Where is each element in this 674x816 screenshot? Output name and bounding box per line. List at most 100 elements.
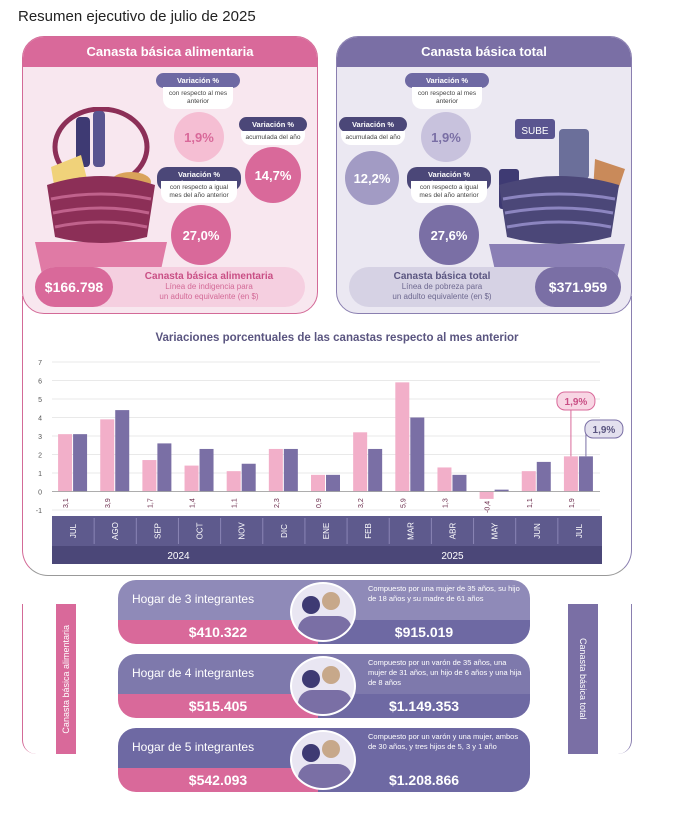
bar-cbt	[494, 489, 509, 492]
bar-cbt	[73, 434, 88, 492]
household-label: Hogar de 3 integrantes	[132, 592, 255, 606]
cbt-mensual-circle: 1,9%	[421, 112, 471, 162]
value-label-cba: 1,1	[232, 498, 239, 508]
value-label-cba: 1,7	[147, 498, 154, 508]
y-tick-label: 0	[38, 490, 42, 497]
side-label-cba-text: Canasta básica alimentaria	[61, 624, 71, 734]
family-illustration-icon	[290, 656, 356, 716]
value-label-cba: 1,1	[527, 498, 534, 508]
value-label-cba: 1,9	[569, 498, 576, 508]
y-tick-label: 2	[38, 453, 42, 460]
x-tick-label: MAR	[406, 522, 415, 540]
side-label-cba: Canasta básica alimentaria	[56, 604, 76, 754]
household-card: $542.093 $1.208.866 Hogar de 5 integrant…	[118, 728, 530, 792]
family-illustration-icon	[290, 730, 356, 790]
cbt-acumulada-tag: Variación %	[339, 117, 407, 132]
cba-mensual-circle: 1,9%	[174, 112, 224, 162]
bar-cba	[100, 419, 115, 492]
value-label-cbt: 4,0	[415, 498, 422, 508]
cba-interanual-circle: 27,0%	[171, 205, 231, 265]
year-label: 2025	[441, 551, 464, 562]
sube-card-text: SUBE	[521, 126, 549, 137]
cbt-price-title: Canasta básica total	[393, 271, 491, 282]
family-illustration-icon	[290, 582, 356, 642]
value-label-cba: -0,4	[485, 501, 492, 513]
y-tick-label: 5	[38, 397, 42, 404]
bar-cba	[184, 465, 199, 492]
value-label-cbt: 0,1	[500, 498, 507, 508]
cbt-price-sub2: un adulto equivalente (en $)	[392, 292, 492, 301]
bar-cbt	[157, 443, 172, 492]
side-bracket-right	[598, 604, 632, 754]
cba-acumulada-circle: 14,7%	[245, 147, 301, 203]
household-desc: Compuesto por una mujer de 35 años, su h…	[368, 584, 520, 603]
x-tick-label: DIC	[280, 524, 289, 538]
household-desc: Compuesto por un varón de 35 años, una m…	[368, 658, 522, 687]
household-cba-value: $515.405	[118, 694, 318, 718]
y-tick-label: 7	[38, 360, 42, 367]
value-label-cba: 1,3	[442, 498, 449, 508]
bar-cbt	[410, 417, 425, 492]
value-label-cbt: 1,9	[584, 498, 591, 508]
household-desc: Compuesto por un varón y una mujer, ambo…	[368, 732, 519, 751]
household-cba-value: $410.322	[118, 620, 318, 644]
chart-frame	[22, 296, 632, 576]
bar-cbt	[283, 448, 298, 492]
value-label-cba: 0,9	[316, 498, 323, 508]
bar-cbt	[452, 474, 467, 492]
household-label: Hogar de 5 integrantes	[132, 740, 255, 754]
y-tick-label: -1	[36, 508, 42, 515]
value-label-cbt: 1,5	[247, 498, 254, 508]
bar-cbt	[241, 463, 256, 492]
bar-cbt	[199, 448, 214, 492]
bar-cba	[268, 448, 283, 492]
bar-cbt	[578, 456, 593, 492]
cbt-mensual-sub: con respecto al mes anterior	[412, 87, 482, 109]
household-cbt-value: $915.019	[318, 620, 530, 644]
bar-cba	[58, 434, 73, 492]
bar-chart: -1 0 1 2 3 4 5 6 7 3,1 3,1 JUL 3,9 4,4 AGO 1,7 2,6 SEP 1,4…	[36, 360, 624, 564]
cba-interanual-sub: con respecto a igual mes del año anterio…	[161, 181, 237, 203]
total-basket-illustration: SUBE	[489, 119, 625, 279]
bar-cba	[563, 456, 578, 492]
bar-cbt	[326, 474, 340, 492]
chart-title: Variaciones porcentuales de las canastas…	[155, 332, 519, 344]
cbt-interanual-sub: con respecto a igual mes del año anterio…	[411, 181, 487, 203]
value-label-cbt: 1,6	[542, 498, 549, 508]
value-label-cba: 1,4	[190, 498, 197, 508]
year-label: 2024	[167, 551, 190, 562]
x-tick-label: JUL	[575, 523, 584, 538]
callout-cba-text: 1,9%	[565, 397, 588, 408]
cba-panel: Canasta básica alimentaria Variación % c…	[22, 36, 318, 314]
value-label-cbt: 3,1	[78, 498, 85, 508]
x-tick-label: ENE	[322, 523, 331, 539]
cbt-interanual-circle: 27,6%	[419, 205, 479, 265]
cbt-price-sub1: Línea de pobreza para	[401, 282, 483, 291]
cbt-panel: Canasta básica total SUBE Variación % co…	[336, 36, 632, 314]
year-band	[52, 546, 602, 564]
side-label-cbt-text: Canasta básica total	[578, 638, 588, 720]
callout-cbt	[584, 419, 624, 439]
callout-cba	[556, 391, 596, 411]
bar-cbt	[115, 410, 130, 492]
y-tick-label: 6	[38, 379, 42, 386]
cbt-acumulada-sub: acumulada del año	[341, 131, 405, 145]
cbt-price-bar: Canasta básica total Línea de pobreza pa…	[349, 267, 621, 307]
cbt-header: Canasta básica total	[337, 37, 631, 67]
value-label-cbt: 4,4	[120, 498, 127, 508]
value-label-cbt: 2,6	[162, 498, 169, 508]
value-label-cbt: 0,9	[331, 498, 338, 508]
y-tick-label: 4	[38, 416, 42, 423]
x-tick-label: AGO	[111, 522, 120, 540]
cba-mensual-sub: con respecto al mes anterior	[163, 87, 233, 109]
bar-cba	[395, 382, 410, 492]
bar-cba	[353, 432, 368, 492]
cba-price-value: $166.798	[35, 267, 113, 307]
cba-acumulada-sub: acumulada del año	[241, 131, 305, 145]
x-tick-label: FEB	[364, 523, 373, 539]
value-label-cbt: 0,9	[457, 498, 464, 508]
cbt-acumulada-circle: 12,2%	[345, 151, 399, 205]
category-band	[52, 516, 602, 546]
side-bracket-left	[22, 604, 56, 754]
x-tick-label: SEP	[153, 523, 162, 539]
